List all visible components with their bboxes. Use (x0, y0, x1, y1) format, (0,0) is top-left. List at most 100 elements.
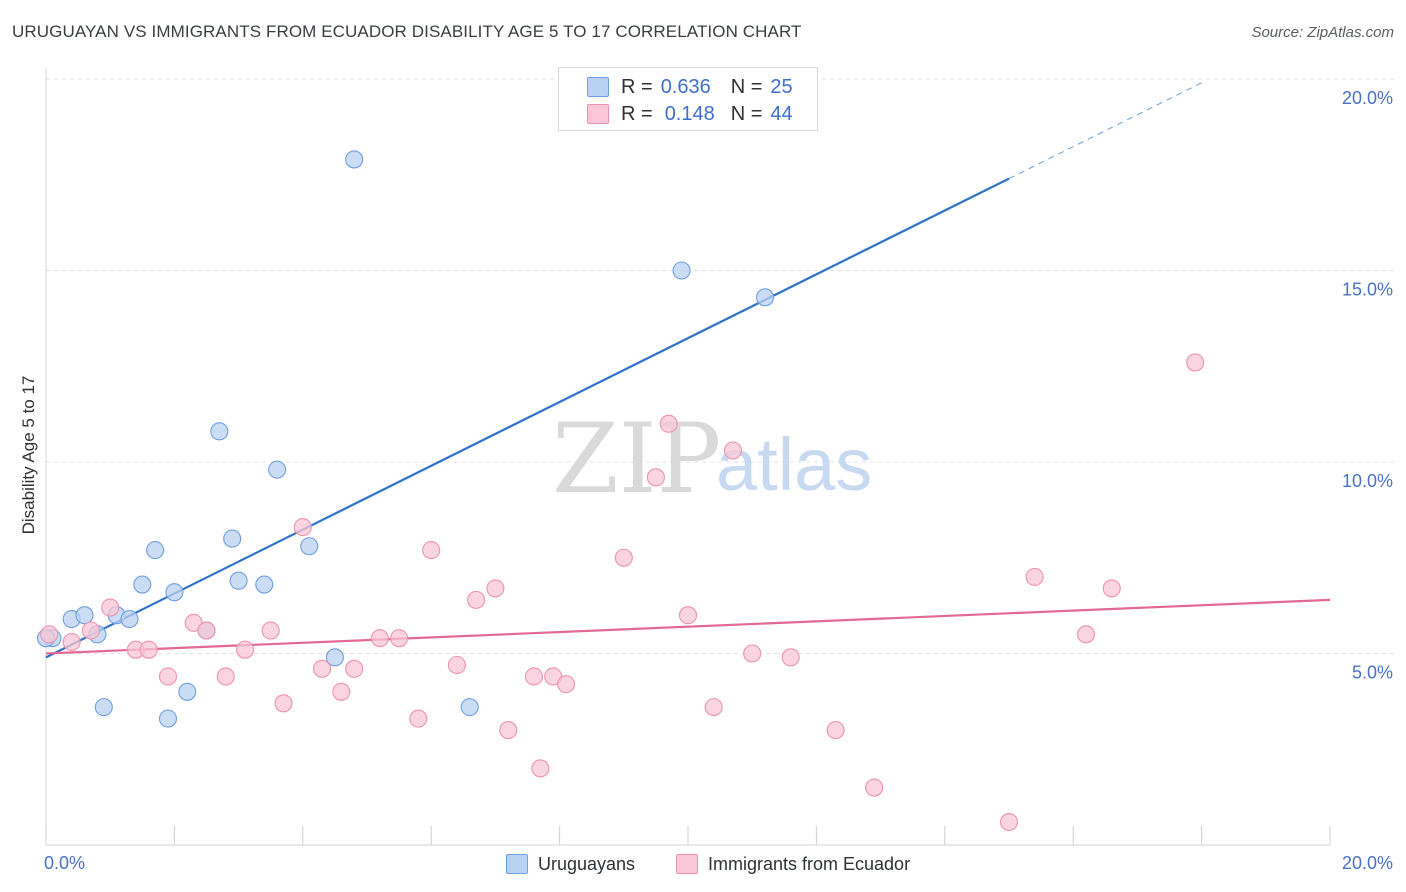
ecuador-point (467, 590, 486, 609)
ecuador-point (614, 548, 633, 567)
bottom-legend-swatch-blue (506, 854, 528, 874)
correlation-legend: R = 0.636 N = 25 R = 0.148 N = 44 (558, 67, 818, 131)
ecuador-point (1025, 567, 1044, 586)
ecuador-point (216, 667, 235, 686)
ecuador-point (556, 675, 576, 694)
uruguayan-point (75, 606, 94, 625)
uruguayan-trend-line (45, 177, 1010, 659)
ecuador-point (646, 468, 665, 487)
uruguayan-point (146, 541, 165, 560)
legend-swatch-blue (587, 77, 609, 97)
data-points (36, 150, 1205, 832)
ecuador-point (62, 632, 81, 652)
ecuador-point (40, 625, 59, 644)
y-tick-label: 10.0% (1342, 471, 1393, 491)
ecuador-point (101, 598, 120, 617)
uruguayan-point (672, 261, 691, 280)
ecuador-point (274, 694, 293, 713)
ecuador-point (826, 721, 845, 740)
legend-r-label: R = (621, 102, 653, 125)
legend-n-value: 25 (770, 75, 793, 98)
ecuador-point (704, 698, 723, 717)
uruguayan-point (223, 529, 242, 548)
ecuador-point (1186, 353, 1205, 372)
legend-r-value: 0.636 (660, 75, 711, 98)
ecuador-point (81, 621, 100, 640)
legend-swatch-pink (587, 104, 609, 124)
ecuador-point (293, 518, 312, 537)
bottom-legend-ecuador: Immigrants from Ecuador (676, 852, 910, 876)
ecuador-point (345, 659, 364, 678)
ecuador-point (370, 629, 389, 648)
axes (45, 68, 1331, 846)
uruguayan-point (229, 571, 248, 590)
ecuador-point (447, 655, 466, 675)
ecuador-point (332, 682, 351, 701)
ecuador-point (865, 778, 884, 797)
uruguayan-point (255, 575, 274, 594)
bottom-legend-swatch-pink (676, 854, 698, 874)
ecuador-point (158, 667, 178, 686)
watermark-atlas: atlas (716, 423, 872, 506)
ecuador-point (999, 812, 1019, 832)
legend-n-label: N = (730, 75, 763, 98)
watermark: ZIP atlas (552, 403, 872, 515)
uruguayan-point (300, 537, 319, 556)
ecuador-point (531, 759, 550, 778)
legend-row-uruguayans: R = 0.636 N = 25 (587, 75, 793, 99)
x-tick-label: 0.0% (44, 853, 85, 873)
legend-row-ecuador: R = 0.148 N = 44 (587, 102, 793, 126)
ecuador-point (139, 640, 158, 659)
ecuador-point (678, 606, 698, 625)
uruguayan-point (345, 150, 364, 169)
ecuador-point (723, 441, 742, 460)
y-tick-label: 15.0% (1342, 280, 1393, 300)
grid-lines (46, 78, 1394, 654)
uruguayan-point (120, 609, 139, 629)
ecuador-point (313, 659, 332, 678)
ecuador-trend-line (45, 598, 1331, 655)
y-axis-label: Disability Age 5 to 17 (19, 376, 38, 535)
ecuador-point (1102, 579, 1121, 598)
uruguayan-trend-extension (1008, 82, 1202, 180)
x-tick-label: 20.0% (1342, 853, 1393, 873)
ecuador-point (1076, 625, 1096, 644)
ecuador-point (409, 709, 428, 728)
uruguayan-point (133, 575, 152, 594)
uruguayan-point (165, 583, 184, 602)
legend-r-value: 0.148 (664, 102, 715, 125)
ecuador-point (524, 667, 543, 686)
uruguayan-point (268, 460, 287, 479)
watermark-zip: ZIP (552, 403, 721, 515)
bottom-legend-label: Immigrants from Ecuador (708, 853, 911, 874)
y-tick-label: 20.0% (1342, 88, 1393, 108)
uruguayan-point (178, 682, 197, 701)
ecuador-point (390, 629, 409, 648)
uruguayan-point (460, 698, 479, 717)
ecuador-point (197, 621, 216, 640)
ecuador-point (486, 579, 505, 598)
uruguayan-point (94, 698, 113, 717)
legend-r-label: R = (621, 75, 653, 98)
uruguayan-point (210, 422, 229, 441)
y-tick-label: 5.0% (1352, 663, 1393, 683)
ecuador-point (235, 640, 255, 659)
uruguayan-point (158, 709, 178, 728)
ecuador-point (499, 721, 518, 740)
legend-n-label: N = (730, 102, 763, 125)
ecuador-point (422, 541, 441, 560)
uruguayan-point (325, 648, 344, 667)
source-label: Source: ZipAtlas.com (1251, 24, 1394, 41)
ecuador-point (781, 648, 800, 667)
chart-title: URUGUAYAN VS IMMIGRANTS FROM ECUADOR DIS… (12, 22, 802, 41)
ecuador-point (743, 644, 762, 663)
trend-lines (45, 82, 1331, 659)
ecuador-point (659, 414, 678, 433)
bottom-legend-label: Uruguayans (538, 853, 636, 874)
uruguayan-point (755, 288, 775, 307)
tick-labels: 5.0% 10.0% 15.0% 20.0% 0.0% 20.0% (44, 88, 1393, 873)
bottom-legend-uruguayans: Uruguayans (506, 852, 635, 876)
legend-n-value: 44 (770, 102, 793, 125)
ecuador-point (261, 621, 280, 640)
